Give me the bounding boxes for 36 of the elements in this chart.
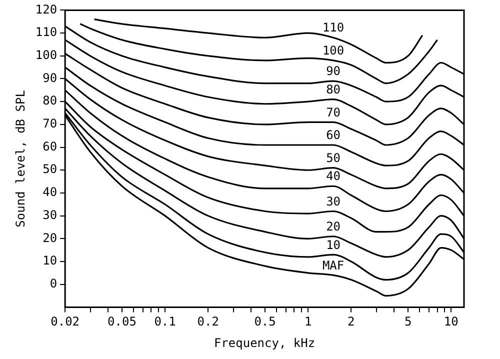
x-tick-label: 0.02 — [50, 314, 80, 329]
series-label: 30 — [326, 194, 341, 208]
x-tick-label: 0.1 — [154, 314, 176, 329]
series-label: 70 — [326, 105, 341, 120]
x-tick-label: 0.05 — [108, 314, 136, 329]
y-tick-label: 20 — [42, 230, 58, 245]
series-label: MAF — [322, 258, 344, 272]
y-tick-label: 90 — [42, 70, 58, 85]
y-tick-label: 30 — [42, 208, 58, 222]
x-tick-label: 10 — [444, 314, 458, 329]
series-label: 10 — [326, 238, 341, 252]
y-tick-label: 120 — [35, 2, 58, 16]
x-tick-label: 1 — [304, 314, 312, 329]
series-label: 110 — [322, 20, 344, 35]
x-tick-label: 0.2 — [197, 314, 219, 329]
y-axis-title: Sound level, dB SPL — [13, 90, 28, 228]
series-label: 100 — [322, 44, 344, 58]
x-tick-label: 2 — [348, 314, 355, 329]
series-label: 20 — [326, 220, 341, 234]
y-tick-label: 80 — [42, 94, 58, 108]
y-tick-label: 40 — [42, 185, 58, 200]
y-tick-label: 10 — [42, 254, 58, 268]
x-axis-title: Frequency, kHz — [214, 336, 316, 350]
series-label: 40 — [326, 169, 341, 184]
series-label: 50 — [326, 150, 341, 165]
y-tick-label: 0 — [50, 276, 58, 290]
series-label: 90 — [326, 64, 341, 78]
series-label: 60 — [326, 128, 341, 142]
y-tick-label: 50 — [42, 162, 58, 176]
y-tick-label: 60 — [42, 139, 58, 154]
y-tick-label: 110 — [35, 25, 58, 40]
x-tick-label: 0.5 — [254, 314, 276, 329]
series-label: 80 — [326, 82, 341, 96]
y-tick-label: 100 — [35, 48, 58, 62]
x-tick-label: 5 — [404, 314, 412, 329]
y-tick-label: 70 — [42, 116, 58, 131]
